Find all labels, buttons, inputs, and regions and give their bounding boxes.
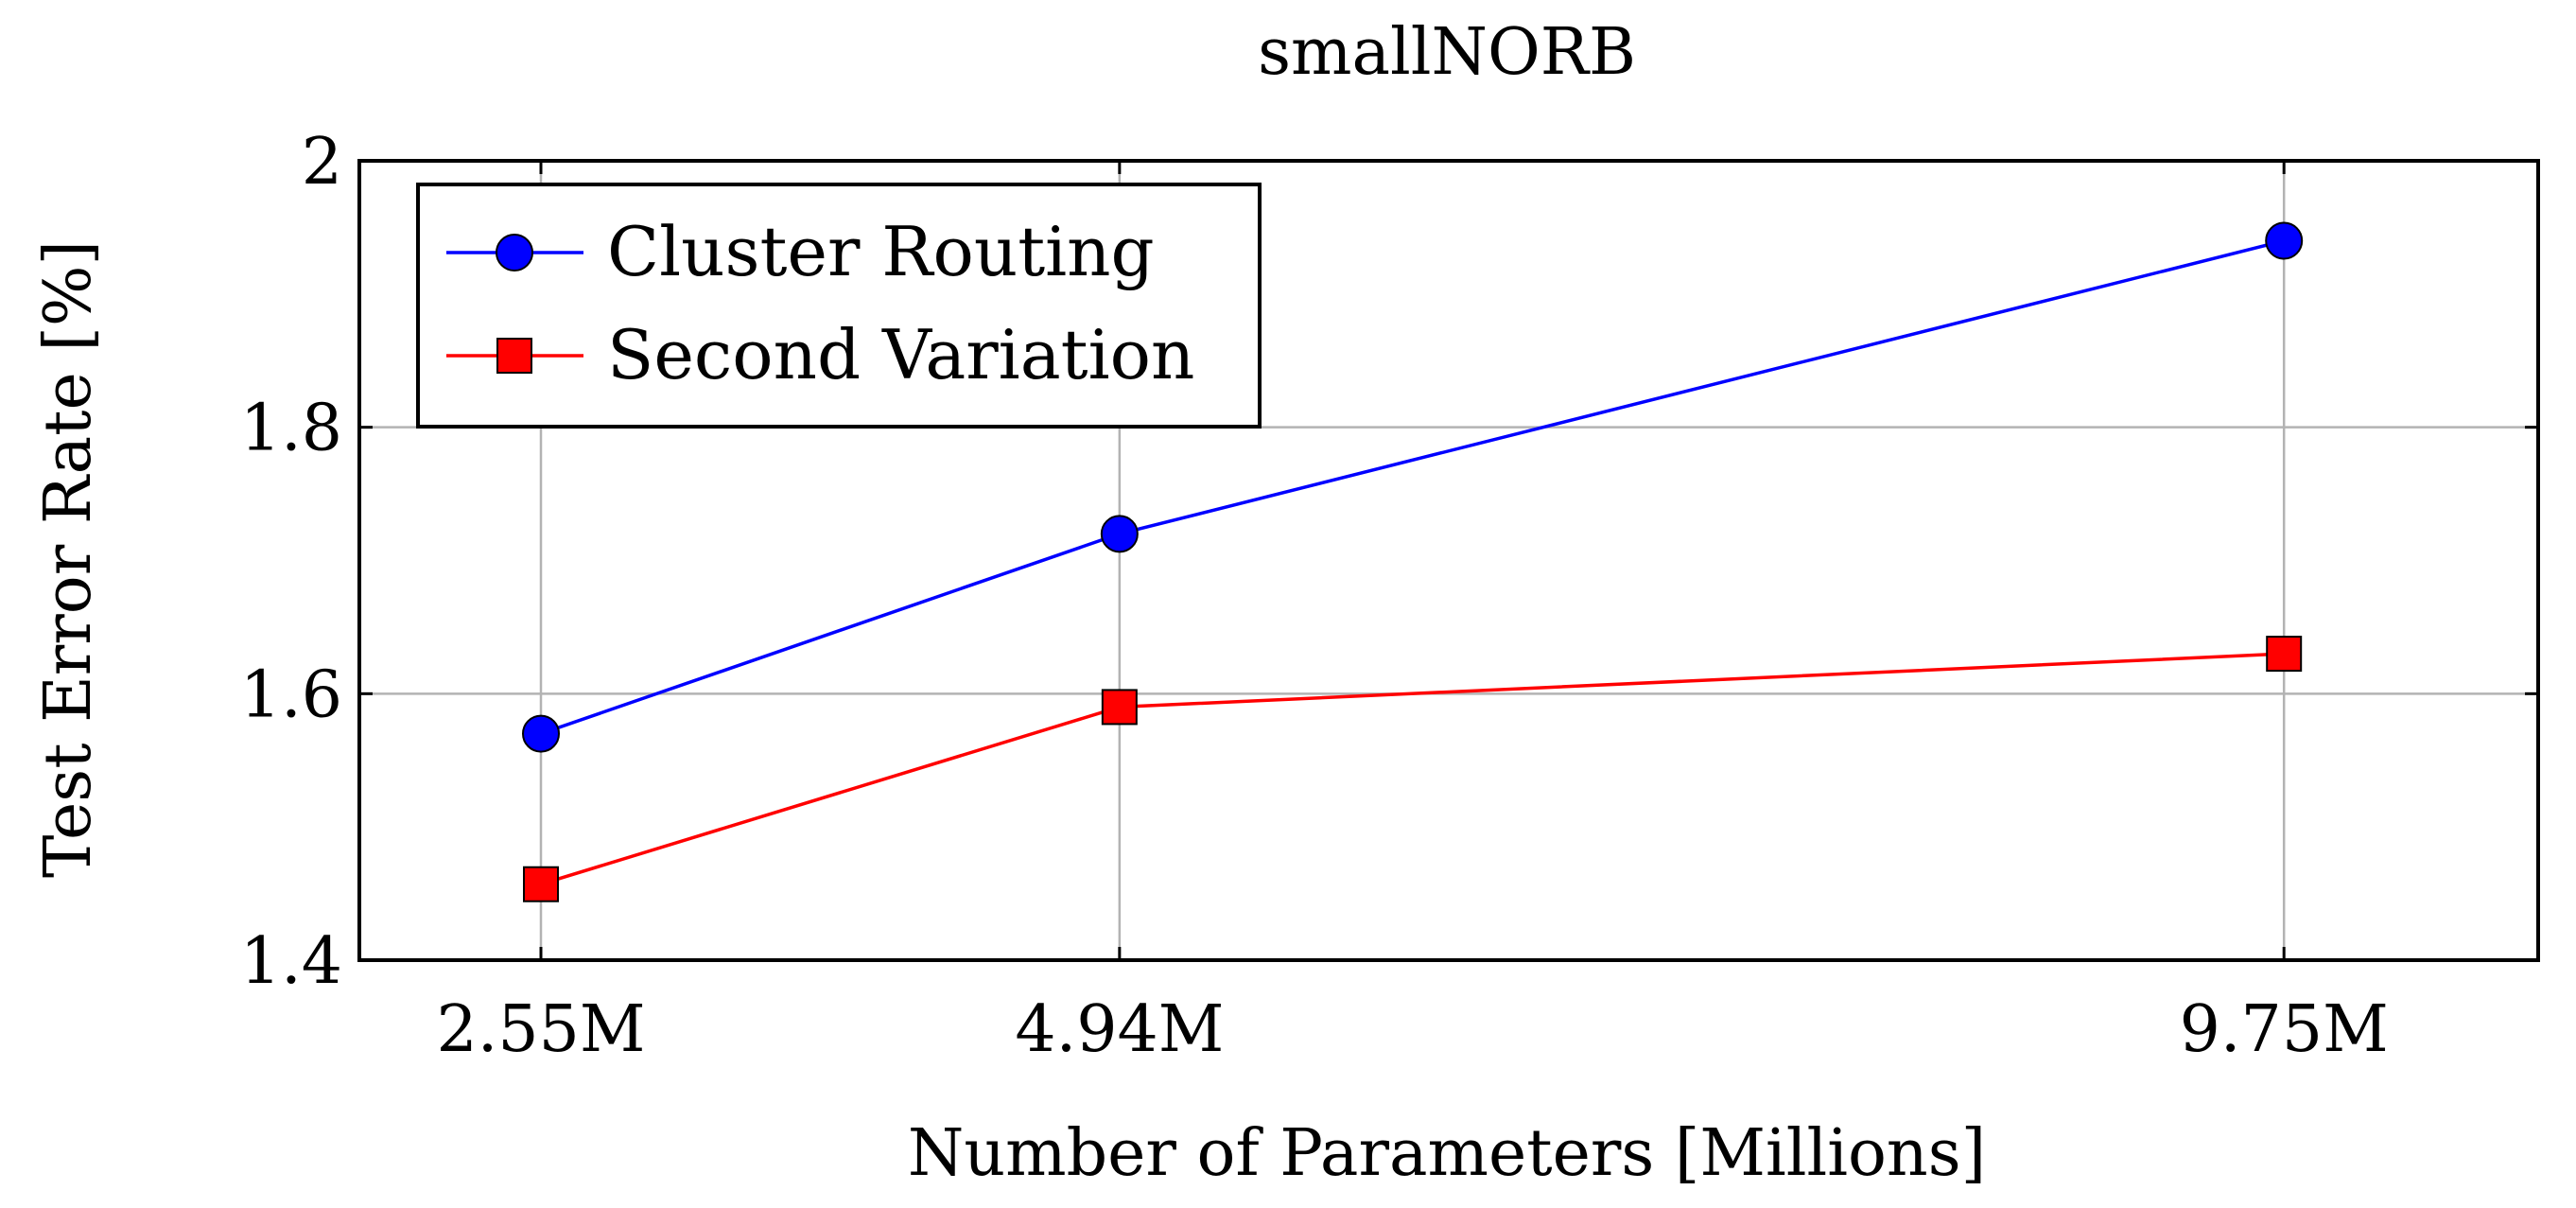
data-point-second-variation-0 — [523, 866, 559, 902]
x-tick-label-2: 9.75M — [2180, 992, 2389, 1067]
y-axis-label: Test Error Rate [%] — [31, 240, 106, 878]
data-point-second-variation-2 — [2266, 636, 2303, 673]
y-tick-label-1: 1.6 — [240, 657, 342, 732]
tick-labels: 2.55M 4.94M 9.75M 1.4 1.6 1.8 2 — [240, 125, 2538, 1067]
series-group — [522, 221, 2304, 902]
chart-title: smallNORB — [1258, 15, 1636, 90]
legend-marker-cluster-routing — [496, 234, 533, 271]
plot-frame — [357, 159, 2540, 962]
y-tick-label-0: 1.4 — [240, 924, 342, 999]
legend-label-second-variation: Second Variation — [607, 315, 1194, 394]
data-point-cluster-routing-0 — [522, 714, 560, 753]
legend-box — [416, 183, 1262, 429]
series-cluster-routing — [522, 221, 2304, 753]
data-point-cluster-routing-1 — [1100, 515, 1139, 553]
x-tick-label-0: 2.55M — [436, 992, 645, 1067]
legend-label-cluster-routing: Cluster Routing — [607, 212, 1155, 291]
series-second-variation — [523, 636, 2303, 902]
y-tick-label-2: 1.8 — [240, 392, 342, 466]
data-point-cluster-routing-2 — [2265, 221, 2304, 260]
data-point-second-variation-1 — [1101, 689, 1138, 726]
legend-marker-second-variation — [496, 338, 532, 374]
x-axis-label: Number of Parameters [Millions] — [908, 1116, 1986, 1191]
x-tick-label-1: 4.94M — [1015, 992, 1224, 1067]
y-tick-label-3: 2 — [302, 125, 342, 200]
legend: Cluster Routing Second Variation — [416, 183, 1262, 429]
